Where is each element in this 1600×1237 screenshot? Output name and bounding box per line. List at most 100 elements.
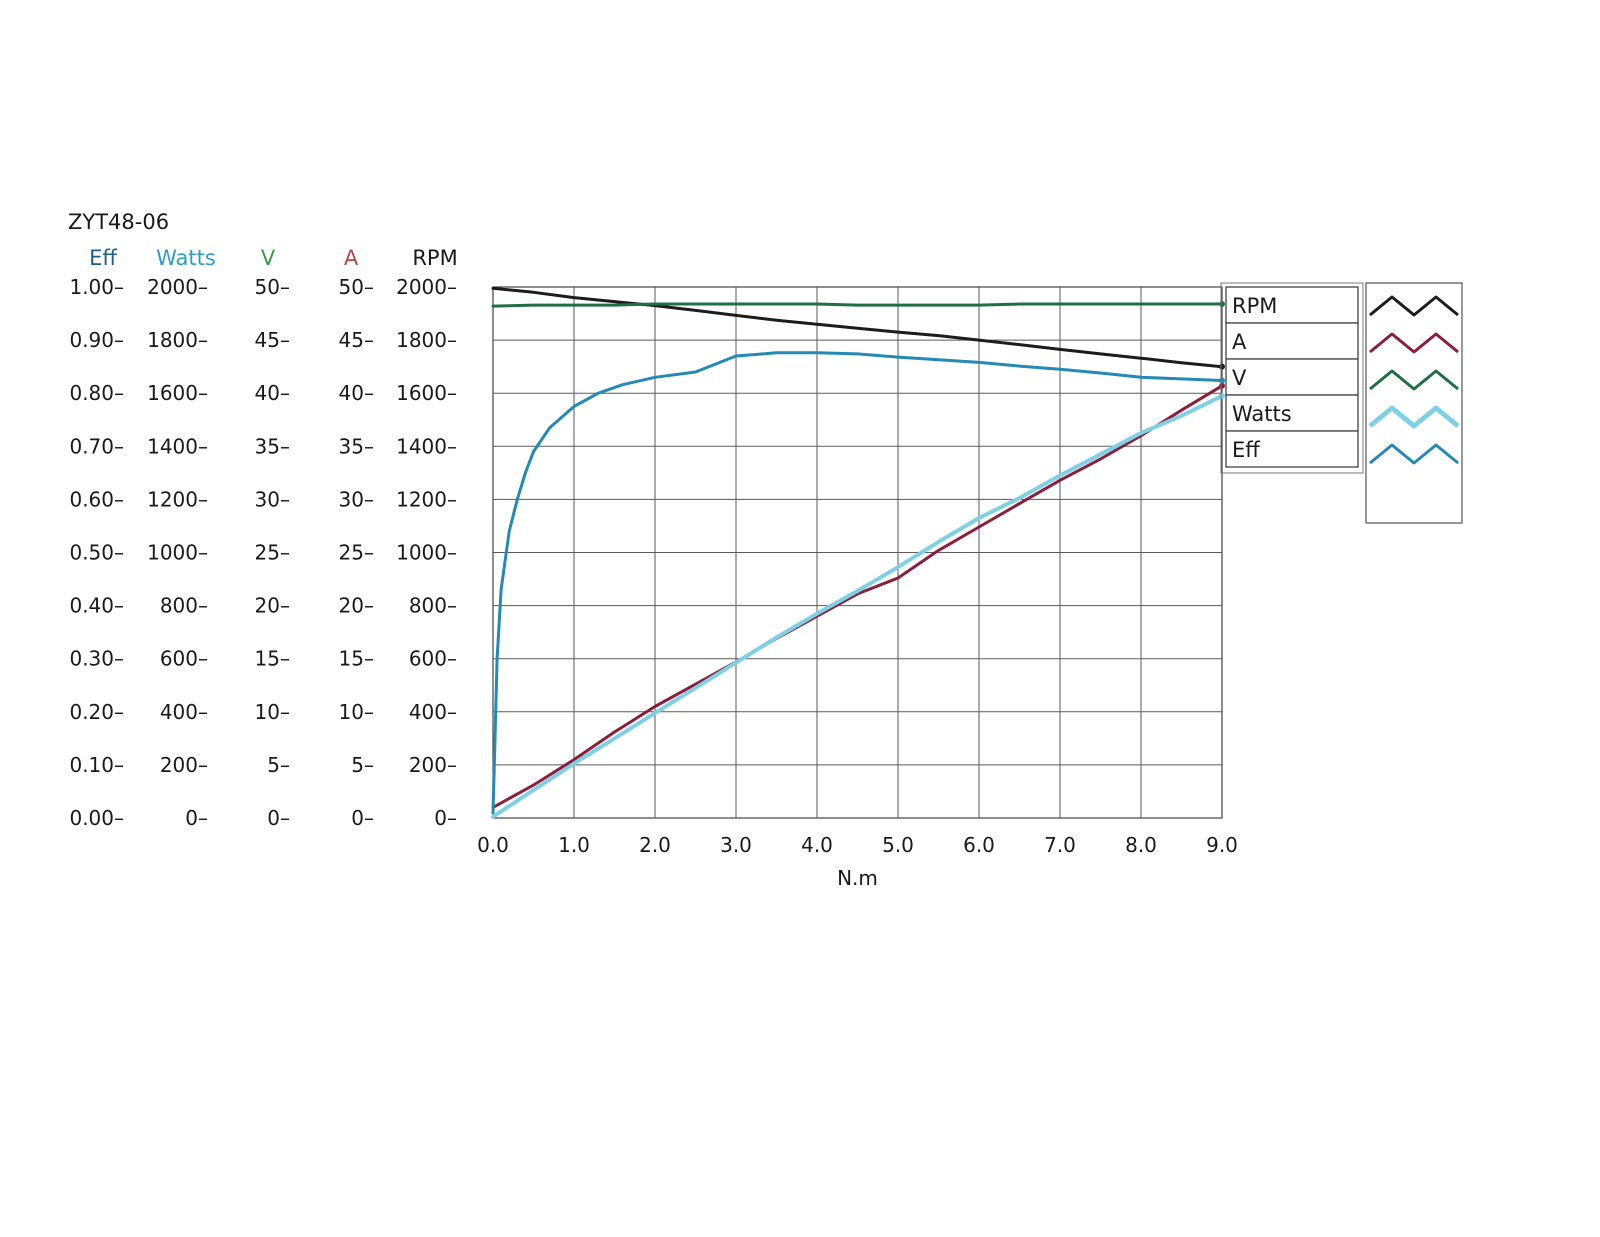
y-tick-label-rpm: 1200–: [396, 487, 457, 511]
y-tick-label-v: 50–: [255, 275, 290, 299]
y-tick-label-eff: 0.80–: [69, 381, 124, 405]
legend-cell: [1225, 394, 1359, 432]
x-tick-label: 2.0: [639, 833, 671, 857]
y-tick-label-v: 10–: [255, 700, 290, 724]
y-tick-label-eff: 1.00–: [69, 275, 124, 299]
x-tick-label: 8.0: [1125, 833, 1157, 857]
legend-label-rpm: RPM: [1232, 294, 1277, 318]
y-tick-label-rpm: 1000–: [396, 541, 457, 565]
legend-sample-watts: [1368, 405, 1460, 429]
y-tick-label-v: 35–: [255, 434, 290, 458]
y-tick-label-v: 25–: [255, 541, 290, 565]
y-tick-label-a: 30–: [339, 487, 374, 511]
grid: [492, 286, 1223, 819]
axis-header-v: V: [261, 246, 276, 270]
axis-header-eff: Eff: [89, 246, 117, 270]
y-tick-label-eff: 0.60–: [69, 487, 124, 511]
legend-cell: [1225, 358, 1359, 396]
y-tick-label-v: 30–: [255, 487, 290, 511]
legend-cell: [1225, 430, 1359, 468]
series-end-point-watts: [1219, 392, 1225, 399]
y-tick-label-watts: 2000–: [147, 275, 208, 299]
y-tick-label-a: 45–: [339, 328, 374, 352]
x-tick-label: 5.0: [882, 833, 914, 857]
y-tick-label-v: 5–: [267, 753, 290, 777]
y-tick-label-watts: 1400–: [147, 434, 208, 458]
x-tick-label: 0.0: [477, 833, 509, 857]
legend-label-a: A: [1232, 330, 1247, 354]
y-tick-label-v: 0–: [267, 806, 290, 830]
series-lines: [491, 286, 1225, 819]
y-tick-label-watts: 1600–: [147, 381, 208, 405]
y-tick-label-eff: 0.20–: [69, 700, 124, 724]
series-end-point-eff: [1219, 377, 1225, 384]
x-tick-label: 4.0: [801, 833, 833, 857]
series-line-rpm: [491, 286, 1224, 369]
series-line-eff: [491, 351, 1224, 815]
legend-outer-frame: [1220, 282, 1364, 474]
y-tick-label-watts: 1800–: [147, 328, 208, 352]
y-axis-ticks: 0.00– 0.10– 0.20– 0.30– 0.40– 0.50– 0.60– 0.70–…: [69, 275, 457, 830]
y-tick-label-v: 15–: [255, 647, 290, 671]
legend-label-eff: Eff: [1232, 438, 1260, 462]
axis-header-rpm: RPM: [412, 246, 457, 270]
x-tick-label: 7.0: [1044, 833, 1076, 857]
x-axis-label: N.m: [837, 866, 878, 890]
y-tick-label-rpm: 1400–: [396, 434, 457, 458]
axis-header-watts: Watts: [156, 246, 216, 270]
y-tick-label-a: 25–: [339, 541, 374, 565]
y-tick-label-watts: 800–: [160, 594, 208, 618]
series-line-watts: [491, 393, 1224, 819]
y-tick-label-watts: 600–: [160, 647, 208, 671]
legend-sample-a: [1369, 332, 1459, 354]
x-tick-label: 9.0: [1206, 833, 1238, 857]
y-tick-label-watts: 1200–: [147, 487, 208, 511]
x-tick-label: 1.0: [558, 833, 590, 857]
y-tick-label-eff: 0.40–: [69, 594, 124, 618]
y-tick-label-v: 20–: [255, 594, 290, 618]
y-tick-label-eff: 0.90–: [69, 328, 124, 352]
y-tick-label-a: 15–: [339, 647, 374, 671]
y-tick-label-watts: 1000–: [147, 541, 208, 565]
chart-title: ZYT48-06: [68, 210, 169, 234]
series-end-point-v: [1219, 300, 1225, 307]
y-tick-label-rpm: 600–: [409, 647, 457, 671]
legend-label-v: V: [1232, 366, 1247, 390]
axis-header-a: A: [344, 246, 359, 270]
y-tick-label-a: 20–: [339, 594, 374, 618]
y-tick-label-eff: 0.50–: [69, 541, 124, 565]
y-tick-label-a: 40–: [339, 381, 374, 405]
legend-sample-rpm: [1369, 295, 1459, 317]
legend-sample-eff: [1369, 443, 1459, 465]
y-tick-label-rpm: 1800–: [396, 328, 457, 352]
y-tick-label-watts: 0–: [185, 806, 208, 830]
legend-sample-v: [1369, 369, 1459, 391]
y-tick-label-a: 5–: [351, 753, 374, 777]
x-axis-ticks: 0.0 1.0 2.0 3.0 4.0 5.0 6.0 7.0 8.0 9.0: [477, 833, 1238, 857]
axis-headers: Eff Watts V A RPM: [89, 246, 458, 270]
series-end-point-a: [1219, 382, 1225, 389]
plot-area-frame: [492, 286, 1223, 819]
y-tick-label-rpm: 200–: [409, 753, 457, 777]
legend-swatch-frame: [1365, 282, 1463, 524]
y-tick-label-watts: 400–: [160, 700, 208, 724]
legend: RPM AV Watts Eff: [1220, 282, 1463, 524]
y-tick-label-v: 45–: [255, 328, 290, 352]
y-tick-label-rpm: 0–: [434, 806, 457, 830]
legend-label-watts: Watts: [1232, 402, 1292, 426]
y-tick-label-a: 10–: [339, 700, 374, 724]
y-tick-label-a: 0–: [351, 806, 374, 830]
y-tick-label-rpm: 1600–: [396, 381, 457, 405]
x-tick-label: 3.0: [720, 833, 752, 857]
y-tick-label-rpm: 2000–: [396, 275, 457, 299]
y-tick-label-eff: 0.30–: [69, 647, 124, 671]
y-tick-label-eff: 0.70–: [69, 434, 124, 458]
series-line-a: [491, 384, 1224, 809]
y-tick-label-rpm: 400–: [409, 700, 457, 724]
y-tick-label-eff: 0.00–: [69, 806, 124, 830]
series-line-v: [491, 302, 1224, 308]
y-tick-label-v: 40–: [255, 381, 290, 405]
y-tick-label-a: 50–: [339, 275, 374, 299]
legend-cell: [1225, 286, 1359, 324]
